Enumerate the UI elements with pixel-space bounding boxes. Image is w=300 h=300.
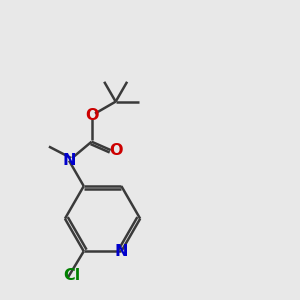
Text: O: O xyxy=(85,108,98,123)
Text: Cl: Cl xyxy=(63,268,80,283)
Text: N: N xyxy=(62,153,76,168)
Text: N: N xyxy=(115,244,128,259)
Text: O: O xyxy=(110,142,123,158)
